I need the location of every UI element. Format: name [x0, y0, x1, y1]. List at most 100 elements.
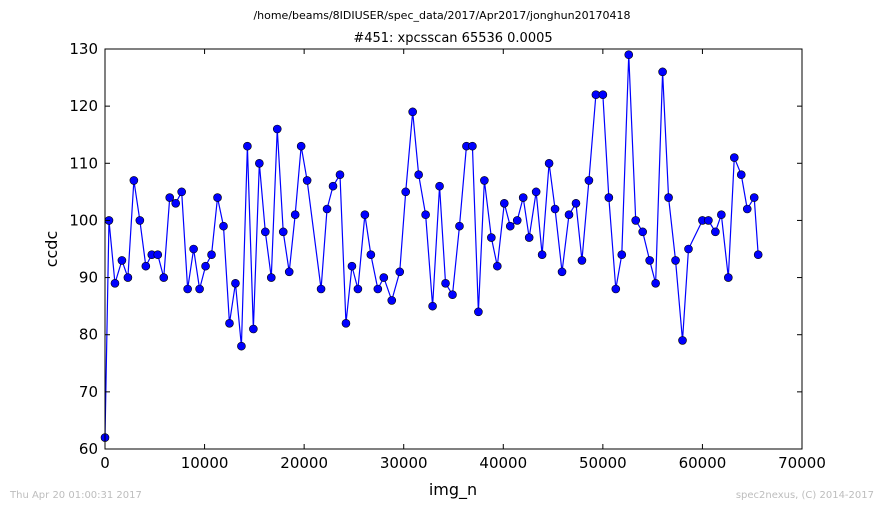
- data-point: [736, 170, 746, 180]
- data-point: [219, 221, 228, 231]
- data-point: [201, 261, 210, 271]
- data-point: [671, 256, 680, 265]
- data-point: [408, 107, 417, 117]
- data-point: [448, 290, 457, 300]
- data-point: [493, 261, 502, 271]
- data-point: [379, 273, 389, 282]
- series-line: [104, 54, 759, 438]
- data-point: [598, 90, 608, 100]
- y-tick-label: 120: [69, 97, 98, 115]
- data-point: [645, 256, 654, 265]
- data-point: [387, 296, 397, 305]
- data-point: [617, 250, 627, 260]
- data-point: [717, 210, 726, 220]
- data-point: [505, 221, 515, 231]
- data-point: [341, 318, 351, 328]
- data-point: [171, 198, 180, 208]
- data-point: [753, 250, 763, 260]
- data-point: [441, 278, 450, 288]
- data-point: [207, 250, 216, 260]
- data-point: [129, 176, 139, 185]
- data-point: [487, 233, 496, 242]
- x-tick-label: 10000: [181, 454, 229, 472]
- data-point: [518, 193, 528, 202]
- data-point: [296, 141, 306, 151]
- data-point: [183, 284, 192, 294]
- x-tick-label: 30000: [380, 454, 428, 472]
- data-point: [571, 198, 581, 208]
- data-point: [290, 210, 300, 220]
- data-point: [159, 273, 169, 282]
- data-point: [353, 284, 363, 294]
- data-point: [604, 193, 614, 202]
- x-axis-label: img_n: [429, 480, 477, 500]
- footer-credit: spec2nexus, (C) 2014-2017: [736, 490, 874, 501]
- data-point: [272, 124, 282, 134]
- data-point: [395, 267, 405, 277]
- data-point: [729, 153, 739, 162]
- data-point: [153, 250, 163, 260]
- data-point: [704, 216, 713, 225]
- data-point: [249, 324, 258, 334]
- data-point: [401, 187, 411, 197]
- data-point: [347, 261, 357, 271]
- plot-area: [100, 48, 803, 450]
- data-point: [261, 227, 270, 237]
- data-point: [537, 250, 547, 260]
- data-point: [524, 233, 534, 242]
- data-point: [189, 244, 198, 254]
- data-point: [544, 158, 554, 168]
- data-point: [316, 284, 326, 294]
- chart-title: #451: xpcsscan 65536 0.0005: [353, 31, 552, 46]
- data-point: [624, 50, 634, 60]
- data-point: [638, 227, 647, 237]
- data-point: [664, 193, 673, 202]
- data-point: [213, 193, 222, 202]
- data-point: [255, 158, 264, 168]
- data-point: [611, 284, 621, 294]
- data-point: [684, 244, 693, 254]
- data-point: [584, 176, 594, 185]
- data-point: [195, 284, 204, 294]
- y-tick-label: 100: [69, 211, 98, 229]
- data-point: [428, 301, 437, 311]
- data-point: [110, 278, 120, 288]
- data-point: [550, 204, 560, 214]
- data-point: [123, 273, 133, 282]
- data-point: [651, 278, 660, 288]
- data-point: [135, 216, 145, 225]
- data-point: [724, 273, 733, 282]
- data-point: [631, 216, 641, 225]
- data-point: [373, 284, 383, 294]
- y-tick-label: 60: [79, 440, 98, 458]
- data-point: [335, 170, 345, 180]
- data-point: [141, 261, 151, 271]
- data-point: [322, 204, 332, 214]
- data-point: [711, 227, 720, 237]
- data-point: [421, 210, 430, 220]
- data-point: [658, 67, 667, 77]
- data-point: [266, 273, 276, 282]
- data-point: [302, 176, 312, 185]
- data-point: [177, 187, 186, 197]
- x-tick-label: 20000: [280, 454, 328, 472]
- x-tick-label: 70000: [778, 454, 826, 472]
- data-point: [231, 278, 240, 288]
- data-point: [512, 216, 522, 225]
- x-tick-label: 0: [100, 454, 110, 472]
- data-point: [435, 181, 444, 191]
- data-point: [749, 193, 759, 202]
- data-point: [117, 256, 127, 265]
- y-tick-label: 70: [79, 383, 98, 401]
- y-axis-label: ccdc: [42, 231, 61, 268]
- data-point: [366, 250, 376, 260]
- x-axis-ticks: 0 10000 20000 30000 40000 50000 60000 70000: [100, 49, 826, 472]
- y-tick-label: 90: [79, 269, 98, 287]
- data-point: [480, 176, 489, 185]
- data-point: [564, 210, 574, 220]
- y-tick-label: 130: [69, 40, 98, 58]
- data-point: [468, 141, 477, 151]
- data-point: [577, 256, 587, 265]
- data-point: [414, 170, 423, 180]
